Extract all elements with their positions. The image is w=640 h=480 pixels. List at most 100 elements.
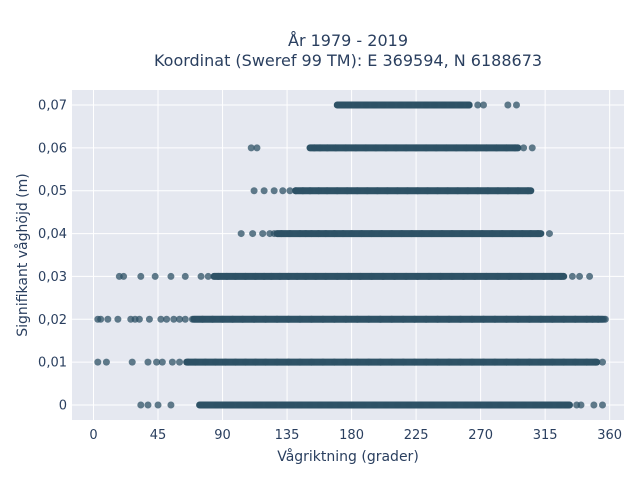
data-point [247, 144, 255, 152]
data-point [286, 187, 294, 195]
data-point [348, 401, 356, 409]
data-point [144, 401, 152, 409]
data-point [512, 101, 520, 109]
data-point [181, 272, 189, 280]
dense-band-2-0 [190, 315, 606, 323]
data-point [432, 144, 440, 152]
data-point [451, 401, 459, 409]
data-point [176, 358, 184, 366]
data-point [114, 315, 122, 323]
data-point [474, 401, 482, 409]
data-point [527, 230, 535, 238]
chart-title-line-2: Koordinat (Sweref 99 TM): E 369594, N 61… [154, 51, 542, 70]
data-point [286, 230, 294, 238]
data-point [504, 101, 512, 109]
data-point [229, 315, 237, 323]
x-tick-label: 315 [533, 428, 558, 443]
data-point [231, 272, 239, 280]
data-point [253, 144, 261, 152]
data-point [279, 187, 287, 195]
data-point [368, 272, 376, 280]
data-point [388, 101, 396, 109]
data-point [336, 401, 344, 409]
y-tick-label: 0,05 [38, 184, 67, 199]
data-point [376, 358, 384, 366]
data-point [438, 230, 446, 238]
data-point [302, 272, 310, 280]
data-point [198, 315, 206, 323]
data-point [250, 187, 258, 195]
data-point [260, 187, 268, 195]
data-point [249, 230, 257, 238]
data-point [555, 401, 563, 409]
data-point [524, 187, 532, 195]
data-point [571, 315, 579, 323]
y-tick-label: 0 [59, 399, 67, 414]
data-point [353, 358, 361, 366]
data-point [279, 401, 287, 409]
data-point [448, 230, 456, 238]
data-point [491, 358, 499, 366]
data-point [144, 358, 152, 366]
data-point [586, 272, 594, 280]
data-point [273, 358, 281, 366]
data-point [436, 272, 444, 280]
data-point [502, 144, 510, 152]
data-point [462, 144, 470, 152]
data-point [428, 230, 436, 238]
data-point [188, 315, 196, 323]
data-point [353, 315, 361, 323]
data-point [372, 144, 380, 152]
data-point [296, 315, 304, 323]
data-point [323, 187, 331, 195]
data-point [203, 401, 211, 409]
data-point [545, 401, 553, 409]
data-point [598, 358, 606, 366]
data-point [502, 315, 510, 323]
data-point [231, 358, 239, 366]
data-point [316, 401, 324, 409]
data-point [422, 315, 430, 323]
data-point [448, 272, 456, 280]
data-point [97, 315, 105, 323]
y-tick-label: 0,02 [38, 313, 67, 328]
data-point [583, 315, 591, 323]
data-point [465, 101, 473, 109]
data-point [307, 230, 315, 238]
data-point [412, 144, 420, 152]
data-point [445, 358, 453, 366]
x-tick-label: 135 [275, 428, 300, 443]
data-point [267, 272, 275, 280]
data-point [219, 315, 227, 323]
data-point [284, 358, 292, 366]
data-point [431, 101, 439, 109]
data-point [601, 315, 609, 323]
data-point [104, 315, 112, 323]
data-point [221, 358, 229, 366]
data-point [393, 187, 401, 195]
data-point [444, 187, 452, 195]
data-point [330, 358, 338, 366]
chart-title-line-1: År 1979 - 2019 [288, 31, 408, 50]
x-tick-labels: 0 45 90 135 180 225 270 315 360 [89, 428, 622, 443]
data-point [478, 230, 486, 238]
data-point [358, 230, 366, 238]
data-point [373, 187, 381, 195]
data-point [270, 401, 278, 409]
data-point [306, 401, 314, 409]
y-tick-label: 0,03 [38, 270, 67, 285]
data-point [256, 401, 264, 409]
data-point [479, 315, 487, 323]
data-point [307, 358, 315, 366]
data-point [402, 144, 410, 152]
data-point [457, 101, 465, 109]
data-point [540, 272, 548, 280]
data-point [525, 358, 533, 366]
data-point [284, 315, 292, 323]
data-point [94, 358, 102, 366]
data-point [276, 272, 284, 280]
data-point [514, 187, 522, 195]
data-point [157, 315, 165, 323]
data-point [343, 187, 351, 195]
